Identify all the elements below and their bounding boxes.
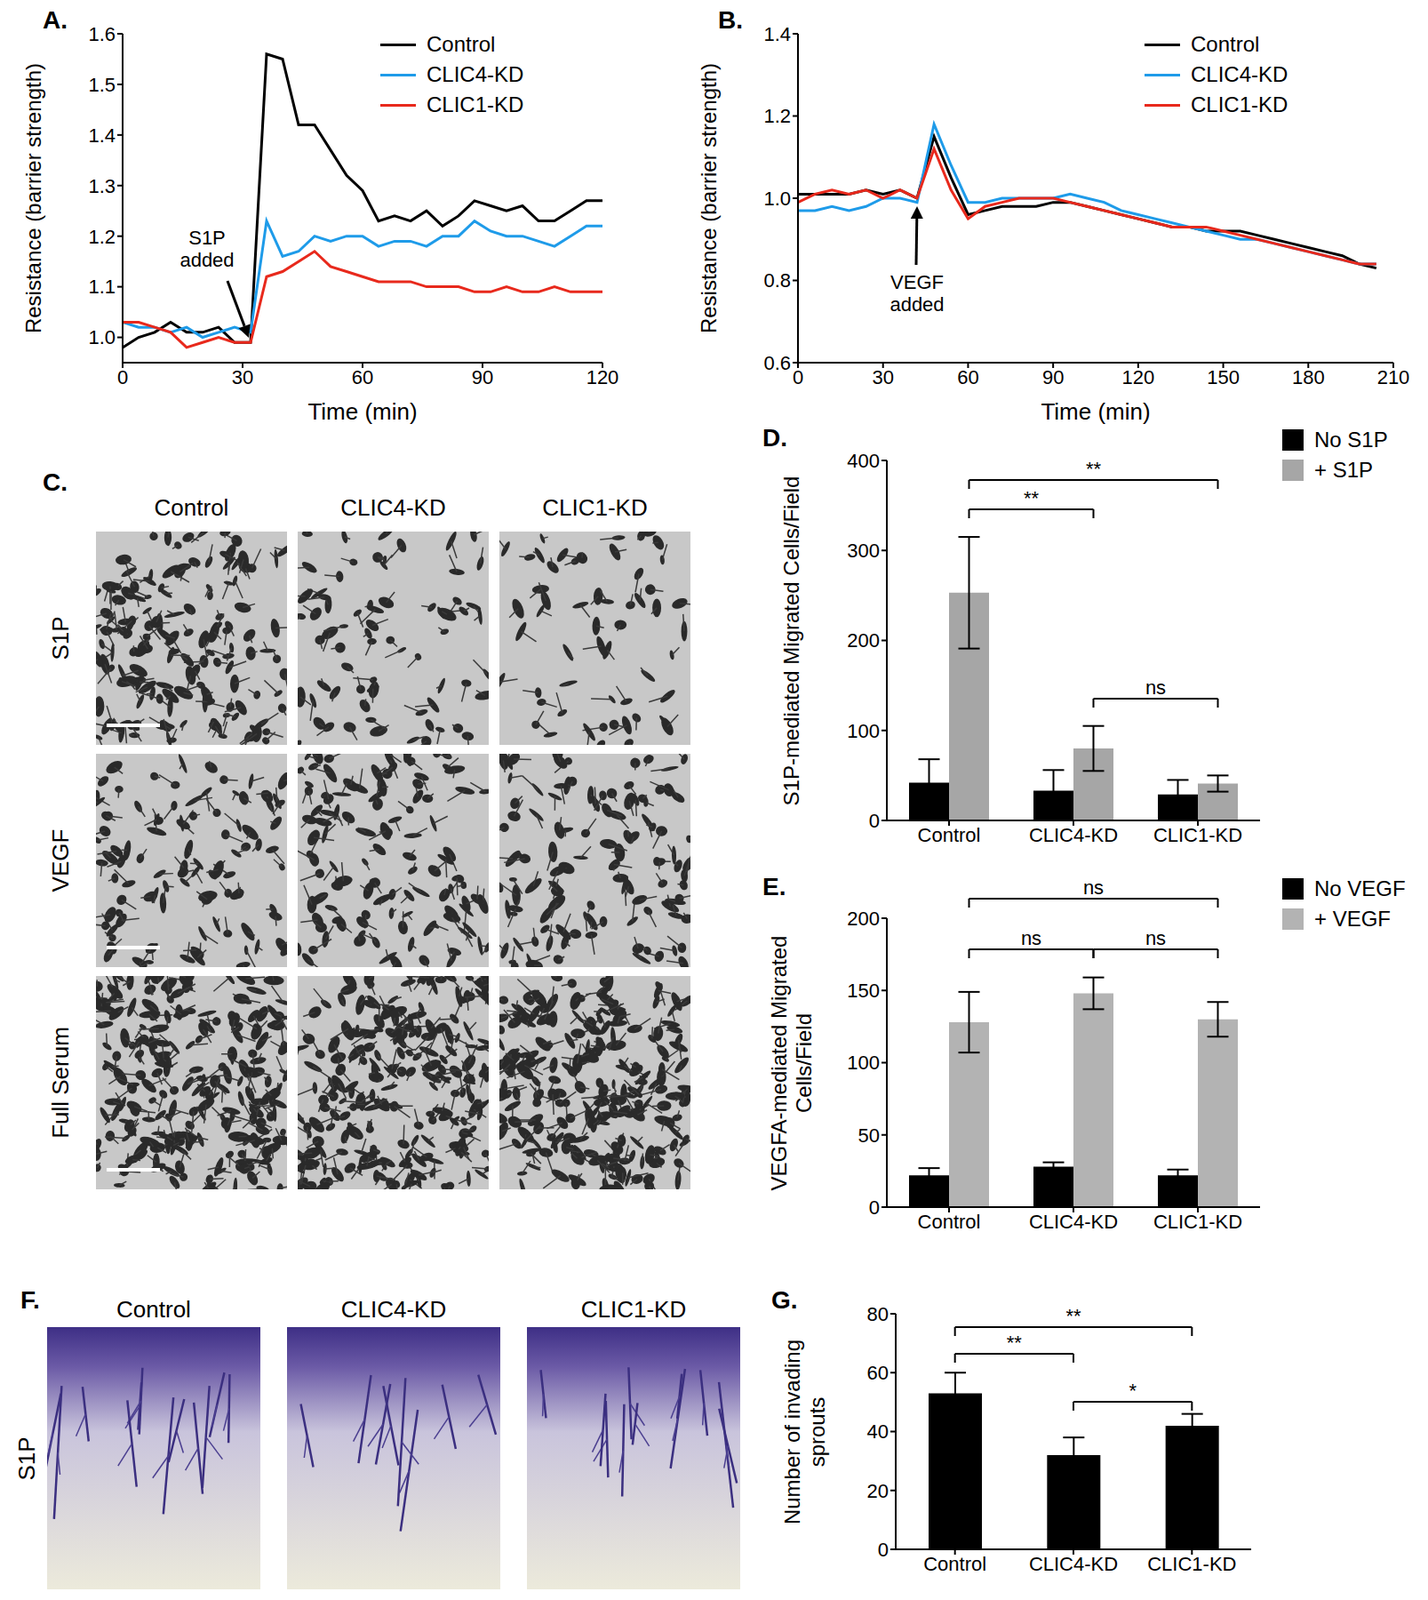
html-text:Control: Control [154, 494, 229, 521]
svg-text:1.5: 1.5 [87, 73, 116, 96]
svg-text:300: 300 [846, 539, 880, 562]
html-text:CLIC4-KD: CLIC4-KD [340, 494, 446, 521]
svg-text:CLIC1-KD: CLIC1-KD [1147, 1552, 1237, 1575]
svg-text:1.6: 1.6 [87, 23, 116, 46]
svg-text:CLIC4-KD: CLIC4-KD [1029, 1210, 1118, 1233]
html-text:Control: Control [426, 31, 496, 56]
svg-text:50: 50 [858, 1124, 880, 1147]
svg-text:150: 150 [1206, 366, 1240, 389]
svg-text:0: 0 [792, 366, 804, 389]
svg-text:150: 150 [846, 979, 880, 1002]
svg-text:120: 120 [1121, 366, 1155, 389]
html-text:Resistance (barrier strength): Resistance (barrier strength) [696, 63, 721, 334]
html-text:Resistance (barrier strength): Resistance (barrier strength) [21, 63, 46, 334]
svg-text:1.1: 1.1 [87, 275, 116, 298]
svg-text:ns: ns [1021, 926, 1042, 950]
html-text:Control: Control [116, 1295, 191, 1323]
svg-text:Control: Control [923, 1552, 987, 1575]
html-text:D.: D. [762, 423, 788, 452]
html-text:VEGF added: VEGF added [889, 270, 945, 316]
svg-text:0: 0 [869, 1196, 880, 1219]
html-text:CLIC1-KD: CLIC1-KD [1190, 92, 1288, 117]
html-text:F.: F. [20, 1285, 40, 1314]
svg-text:Control: Control [917, 823, 982, 846]
html-text:A.: A. [42, 6, 68, 34]
svg-text:20: 20 [867, 1479, 889, 1502]
svg-text:60: 60 [351, 366, 374, 389]
svg-text:0.6: 0.6 [763, 351, 791, 375]
svg-text:180: 180 [1292, 366, 1325, 389]
svg-text:100: 100 [846, 1051, 880, 1074]
html-text:S1P-mediated Migrated Cells/Fi: S1P-mediated Migrated Cells/Field [779, 475, 804, 805]
svg-text:100: 100 [846, 719, 880, 742]
html-text:+ VEGF: + VEGF [1314, 906, 1391, 931]
html-text:VEGFA-mediated Migrated Cells/: VEGFA-mediated Migrated Cells/Field [767, 934, 816, 1190]
html-text:+ S1P: + S1P [1314, 457, 1373, 482]
html-text:S1P: S1P [12, 1435, 40, 1480]
svg-text:1.2: 1.2 [763, 104, 791, 128]
html-text:CLIC1-KD: CLIC1-KD [580, 1295, 687, 1323]
html-text:No S1P: No S1P [1314, 427, 1388, 452]
html-text:CLIC1-KD: CLIC1-KD [426, 92, 524, 117]
svg-text:ns: ns [1145, 676, 1166, 699]
svg-text:90: 90 [1042, 366, 1064, 389]
svg-text:ns: ns [1083, 876, 1104, 899]
svg-text:120: 120 [586, 366, 620, 389]
html-text:No VEGF: No VEGF [1314, 876, 1406, 901]
svg-text:60: 60 [867, 1361, 889, 1384]
html-text:Control: Control [1190, 31, 1260, 56]
svg-text:400: 400 [846, 449, 880, 472]
html-text:CLIC1-KD: CLIC1-KD [542, 494, 648, 521]
svg-text:80: 80 [867, 1302, 889, 1325]
html-text:B.: B. [717, 6, 743, 34]
svg-text:**: ** [1065, 1304, 1082, 1327]
html-text:C.: C. [42, 468, 68, 496]
svg-text:CLIC1-KD: CLIC1-KD [1153, 823, 1243, 846]
html-text:Time (min): Time (min) [1040, 398, 1151, 425]
svg-text:1.2: 1.2 [87, 225, 116, 248]
html-text:Full Serum: Full Serum [46, 1026, 74, 1139]
html-text:CLIC4-KD: CLIC4-KD [341, 1295, 447, 1323]
svg-text:0: 0 [869, 809, 880, 832]
svg-text:CLIC1-KD: CLIC1-KD [1153, 1210, 1243, 1233]
svg-text:CLIC4-KD: CLIC4-KD [1029, 1552, 1118, 1575]
svg-text:**: ** [1023, 486, 1040, 510]
html-text:E.: E. [762, 872, 786, 901]
svg-text:200: 200 [846, 629, 880, 652]
html-text:CLIC4-KD: CLIC4-KD [1190, 62, 1288, 87]
svg-text:CLIC4-KD: CLIC4-KD [1029, 823, 1118, 846]
svg-text:Control: Control [917, 1210, 982, 1233]
html-text:S1P added: S1P added [179, 226, 235, 272]
html-text:CLIC4-KD: CLIC4-KD [426, 62, 524, 87]
svg-text:1.0: 1.0 [763, 187, 791, 210]
svg-text:0: 0 [117, 366, 128, 389]
svg-text:0.8: 0.8 [763, 269, 791, 292]
svg-text:1.0: 1.0 [87, 326, 116, 349]
svg-text:1.4: 1.4 [87, 124, 116, 147]
html-text:G.: G. [771, 1285, 798, 1314]
svg-text:210: 210 [1377, 366, 1411, 389]
svg-text:90: 90 [471, 366, 494, 389]
svg-text:40: 40 [867, 1420, 889, 1443]
svg-text:ns: ns [1145, 926, 1166, 950]
html-text:S1P: S1P [46, 616, 74, 660]
svg-text:1.4: 1.4 [763, 23, 791, 46]
html-text:Number of invading sprouts: Number of invading sprouts [780, 1338, 830, 1524]
svg-text:*: * [1128, 1379, 1137, 1402]
svg-text:30: 30 [231, 366, 254, 389]
svg-text:0: 0 [877, 1538, 889, 1561]
svg-text:30: 30 [871, 366, 894, 389]
html-text:Time (min): Time (min) [307, 398, 418, 425]
svg-text:**: ** [1006, 1331, 1023, 1354]
html-text:VEGF: VEGF [46, 828, 74, 892]
svg-text:**: ** [1085, 457, 1102, 480]
svg-text:60: 60 [957, 366, 979, 389]
svg-text:200: 200 [846, 907, 880, 930]
svg-text:1.3: 1.3 [87, 175, 116, 198]
